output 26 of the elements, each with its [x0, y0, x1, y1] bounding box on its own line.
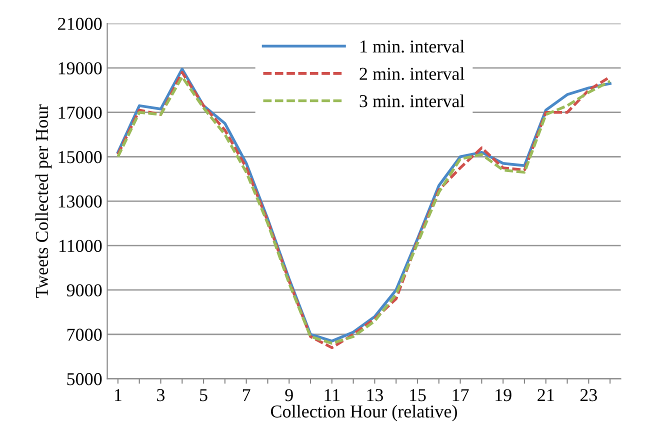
x-tick-label: 5 — [200, 389, 208, 402]
x-tick-label: 17 — [452, 389, 469, 402]
legend-label: 1 min. interval — [360, 40, 464, 53]
x-tick-label: 21 — [538, 389, 554, 402]
y-tick-label: 17000 — [58, 106, 102, 119]
x-tick-label: 23 — [580, 389, 597, 402]
x-tick-label: 15 — [410, 389, 426, 402]
y-tick-label: 21000 — [58, 18, 102, 30]
y-tick-label: 13000 — [58, 195, 102, 208]
y-tick-label: 7000 — [67, 328, 102, 341]
x-tick-label: 9 — [285, 389, 293, 402]
x-tick-label: 3 — [157, 389, 165, 402]
x-tick-label: 13 — [367, 389, 384, 402]
y-tick-label: 15000 — [58, 151, 102, 164]
x-tick-label: 1 — [115, 389, 122, 402]
legend-label: 2 min. interval — [360, 67, 464, 80]
x-tick-label: 11 — [324, 389, 340, 402]
y-tick-label: 9000 — [66, 284, 102, 296]
x-tick-label: 19 — [496, 389, 512, 402]
y-tick-label: 11000 — [60, 240, 102, 252]
x-tick-label: 7 — [243, 389, 250, 402]
legend-label: 3 min. interval — [360, 94, 464, 108]
y-tick-label: 19000 — [58, 62, 102, 74]
y-tick-label: 5000 — [67, 373, 102, 386]
y-axis-title: Tweets Collected per Hour — [35, 104, 52, 298]
x-axis-title: Collection Hour (relative) — [270, 404, 457, 422]
